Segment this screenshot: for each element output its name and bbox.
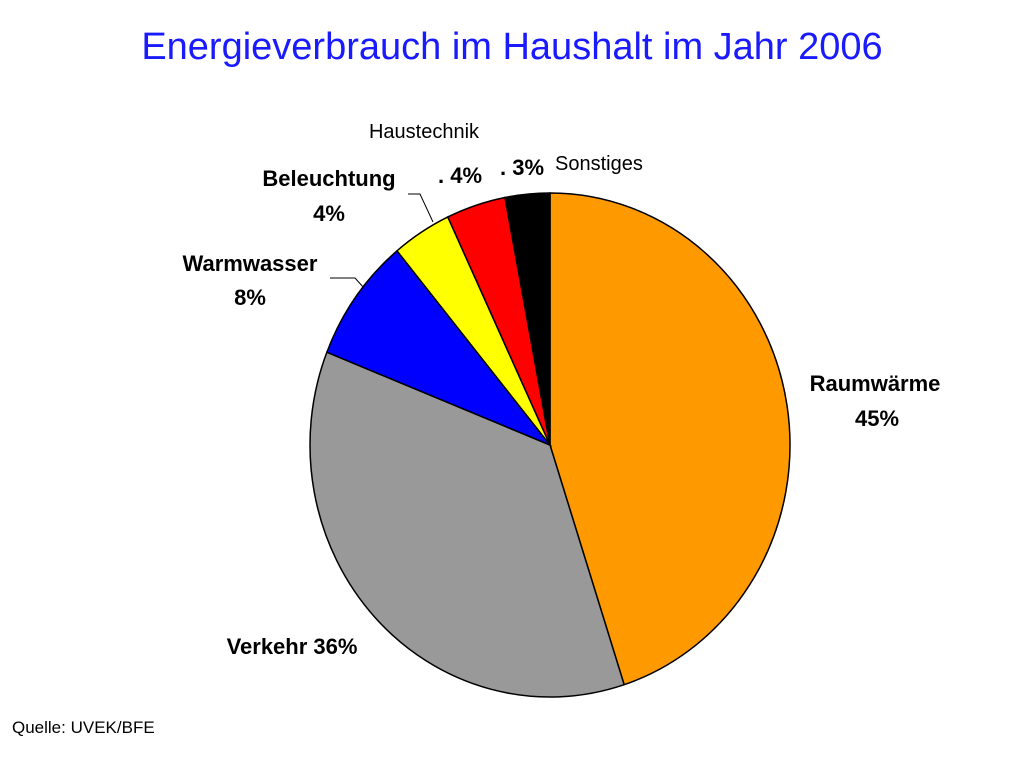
page-title: Energieverbrauch im Haushalt im Jahr 200… [141, 26, 883, 68]
pie-slices [309, 192, 791, 698]
slice-labels: Raumwärme 45% Verkehr 36% Warmwasser 8% … [183, 121, 941, 659]
label-warmwasser-pct: 8% [234, 285, 266, 310]
label-verkehr: Verkehr 36% [227, 634, 358, 659]
pie-slice-sonstiges [504, 192, 551, 446]
leader-line-beleuchtung [408, 193, 434, 223]
leader-line-warmwasser [330, 277, 365, 289]
label-raumwaerme-pct: 45% [855, 406, 899, 431]
label-beleuchtung-pct: 4% [313, 201, 345, 226]
source-note: Quelle: UVEK/BFE [12, 718, 155, 737]
pie-slice-verkehr [309, 351, 626, 698]
label-beleuchtung-name: Beleuchtung [262, 166, 395, 191]
label-haustechnik-name: Haustechnik [369, 121, 480, 143]
label-sonstiges-pct: . 3% [500, 155, 544, 180]
label-warmwasser-name: Warmwasser [183, 251, 318, 276]
label-raumwaerme-name: Raumwärme [810, 371, 941, 396]
label-sonstiges-name: Sonstiges [555, 153, 643, 175]
pie-slice-raumwaerme [549, 192, 791, 686]
leader-lines [330, 193, 434, 289]
label-haustechnik-pct: . 4% [438, 163, 482, 188]
pie-slice-warmwasser [325, 249, 553, 447]
